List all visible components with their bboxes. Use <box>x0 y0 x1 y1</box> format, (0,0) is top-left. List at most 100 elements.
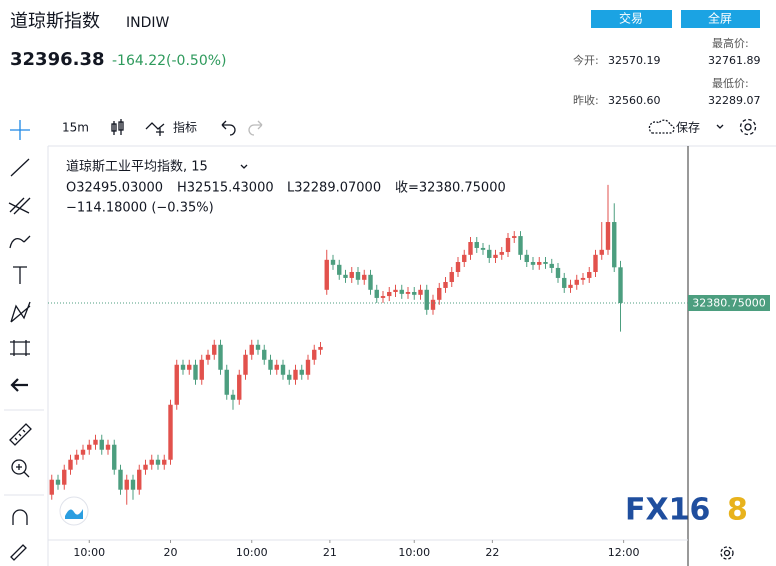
candle-body <box>349 272 354 278</box>
candle-body <box>593 254 598 273</box>
candle-body <box>474 242 479 248</box>
trade-button[interactable] <box>591 10 672 28</box>
candle-body <box>499 252 504 255</box>
candle-body <box>199 359 204 380</box>
candle-body <box>87 444 92 450</box>
candle-body <box>612 222 617 268</box>
x-tick-label: 20 <box>164 546 178 559</box>
chevron[interactable] <box>716 124 724 129</box>
candle-body <box>149 459 154 465</box>
candle-body <box>599 249 604 255</box>
candle-body <box>212 344 217 355</box>
candle-body <box>99 439 104 450</box>
save[interactable]: 保存 <box>676 121 700 135</box>
candle-body <box>362 274 367 280</box>
trade-button-label[interactable]: 交易 <box>619 11 643 26</box>
candle-body <box>124 479 129 490</box>
candle-body <box>387 291 392 297</box>
left-toolbar <box>8 158 32 561</box>
stat-value: 32289.07 <box>708 94 761 107</box>
candle-body <box>249 344 254 355</box>
candle-body <box>518 236 523 255</box>
stat-label: 今开: <box>573 53 599 67</box>
trend-line-tool[interactable] <box>10 158 30 177</box>
candle-body <box>537 262 542 265</box>
candle-body <box>137 469 142 490</box>
candle-body <box>530 262 536 265</box>
crosshair-tool[interactable] <box>10 120 30 140</box>
text-tool[interactable] <box>13 266 27 284</box>
title: 道琼斯指数 <box>10 11 100 32</box>
fullscreen-button[interactable] <box>681 10 760 28</box>
candle-body <box>330 259 336 265</box>
candle-body <box>55 479 61 485</box>
candle-body <box>49 479 54 495</box>
stat-value: 32761.89 <box>708 54 761 67</box>
candle-body <box>374 289 379 298</box>
candle-body <box>355 272 361 280</box>
candle-body <box>237 374 242 400</box>
candle-body <box>280 364 286 375</box>
interval[interactable]: 15m <box>62 121 89 135</box>
x-tick-label: 10:00 <box>398 546 430 559</box>
candle-body <box>168 404 173 460</box>
candle-body <box>618 267 623 304</box>
measure-tool[interactable] <box>10 340 30 356</box>
candle-body <box>255 344 261 350</box>
candle-body <box>68 459 73 470</box>
candle-body <box>455 262 461 273</box>
candle-body <box>337 264 342 275</box>
candle-body <box>193 364 198 380</box>
candle-body <box>312 349 317 360</box>
candle-body <box>343 274 348 278</box>
candle-body <box>230 394 236 400</box>
candle-body <box>187 364 192 370</box>
candle-body <box>155 459 161 465</box>
candle-body <box>405 291 411 294</box>
fib-tool[interactable] <box>8 197 31 215</box>
fullscreen-button-label[interactable]: 全屏 <box>708 11 732 26</box>
last-price-label: 32380.75000 <box>692 297 765 310</box>
candle-body <box>468 242 473 255</box>
candle-type-icon[interactable] <box>111 119 124 135</box>
candle-body <box>493 254 498 258</box>
magnet-tool[interactable] <box>12 509 28 525</box>
candle-body <box>243 354 248 375</box>
settings-icon[interactable] <box>739 118 757 136</box>
logo <box>65 509 83 519</box>
zoom-tool[interactable] <box>11 459 27 475</box>
candle-body <box>430 299 436 310</box>
axis-settings[interactable] <box>720 546 734 560</box>
candle-body <box>424 289 429 310</box>
indicator-icon[interactable] <box>145 122 165 136</box>
legend-chevron[interactable] <box>240 164 248 169</box>
candle-body <box>224 369 229 395</box>
stat-value: 32560.60 <box>608 94 661 107</box>
redo-icon <box>248 120 263 136</box>
candle-body <box>380 296 386 298</box>
stat-value: 32570.19 <box>608 54 661 67</box>
undo-icon[interactable] <box>221 120 236 136</box>
candle-body <box>549 263 554 268</box>
candle-body <box>162 459 167 465</box>
candle-body <box>105 444 111 450</box>
pencil-lock[interactable] <box>10 544 27 561</box>
brush-tool[interactable] <box>9 235 31 249</box>
watermark-accent: 8 <box>727 493 748 528</box>
candle-body <box>287 374 292 380</box>
ruler-tool[interactable] <box>9 423 32 446</box>
candle-body <box>262 349 267 360</box>
symbol: INDIW <box>126 15 170 31</box>
indicators[interactable]: 指标 <box>173 120 197 135</box>
pattern-tool[interactable] <box>10 301 31 323</box>
plot: 10:00 20 10:00 21 10:00 22 12:00 32380.75000 <box>48 184 770 559</box>
candle-body <box>418 289 423 295</box>
x-tick-label: 22 <box>485 546 499 559</box>
candle-body <box>324 259 329 290</box>
back-tool[interactable] <box>10 378 28 392</box>
candle-body <box>293 369 298 380</box>
candle-body <box>580 277 586 280</box>
candle-body <box>218 344 223 370</box>
candle-body <box>412 291 417 295</box>
